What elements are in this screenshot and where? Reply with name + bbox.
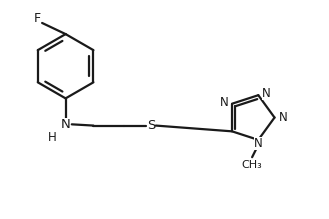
Text: S: S xyxy=(147,119,155,132)
Text: N: N xyxy=(61,118,70,131)
Text: CH₃: CH₃ xyxy=(242,160,263,170)
Text: H: H xyxy=(48,131,56,145)
Text: F: F xyxy=(34,12,41,25)
Text: N: N xyxy=(279,111,288,124)
Text: N: N xyxy=(254,137,263,150)
Text: N: N xyxy=(220,96,228,109)
Text: N: N xyxy=(262,87,271,101)
